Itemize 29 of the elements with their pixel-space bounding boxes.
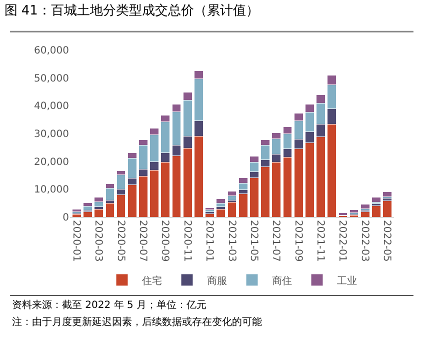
y-tick-label: 10,000 [34, 184, 69, 196]
text: 注：由于月度更新延迟因素，后续数据或存在变化的可能 [12, 316, 262, 328]
legend-label: 住宅 [142, 274, 162, 287]
y-tick-label: 50,000 [34, 73, 69, 84]
text: 资料来源：截至 2022 年 5 月；单位：亿元 [12, 299, 207, 311]
y-tick-label: 60,000 [34, 46, 69, 56]
y-tick-label: 40,000 [34, 101, 69, 112]
y-tick-label: 30,000 [34, 129, 69, 140]
y-tick-label: 20,000 [34, 156, 69, 168]
legend-label: 商住 [272, 274, 292, 287]
x-tick-label: 2021-05 [248, 220, 259, 262]
legend-label: 工业 [337, 274, 357, 287]
x-tick-label: 2020-05 [114, 220, 126, 262]
x-tick-label: 2021-01 [204, 220, 215, 262]
x-tick-label: 2021-03 [226, 220, 237, 262]
x-tick-label: 2021-07 [270, 220, 282, 262]
x-tick-label: 2020-11 [181, 220, 192, 262]
legend-label: 商服 [207, 274, 227, 287]
x-tick-label: 2021-09 [292, 220, 304, 262]
chart-title: 图 41：百城土地分类型成交总价（累计值） [4, 2, 259, 18]
y-tick-label: 0 [62, 212, 69, 224]
x-tick-label: 2020-09 [159, 220, 170, 262]
x-tick-label: 2020-01 [70, 220, 82, 262]
x-tick-label: 2020-07 [136, 220, 148, 262]
x-tick-label: 2020-03 [92, 220, 104, 262]
x-tick-label: 2022-05 [381, 220, 392, 262]
x-tick-label: 2022-01 [336, 220, 348, 262]
x-tick-label: 2021-11 [314, 220, 326, 262]
x-tick-label: 2022-03 [358, 220, 370, 262]
